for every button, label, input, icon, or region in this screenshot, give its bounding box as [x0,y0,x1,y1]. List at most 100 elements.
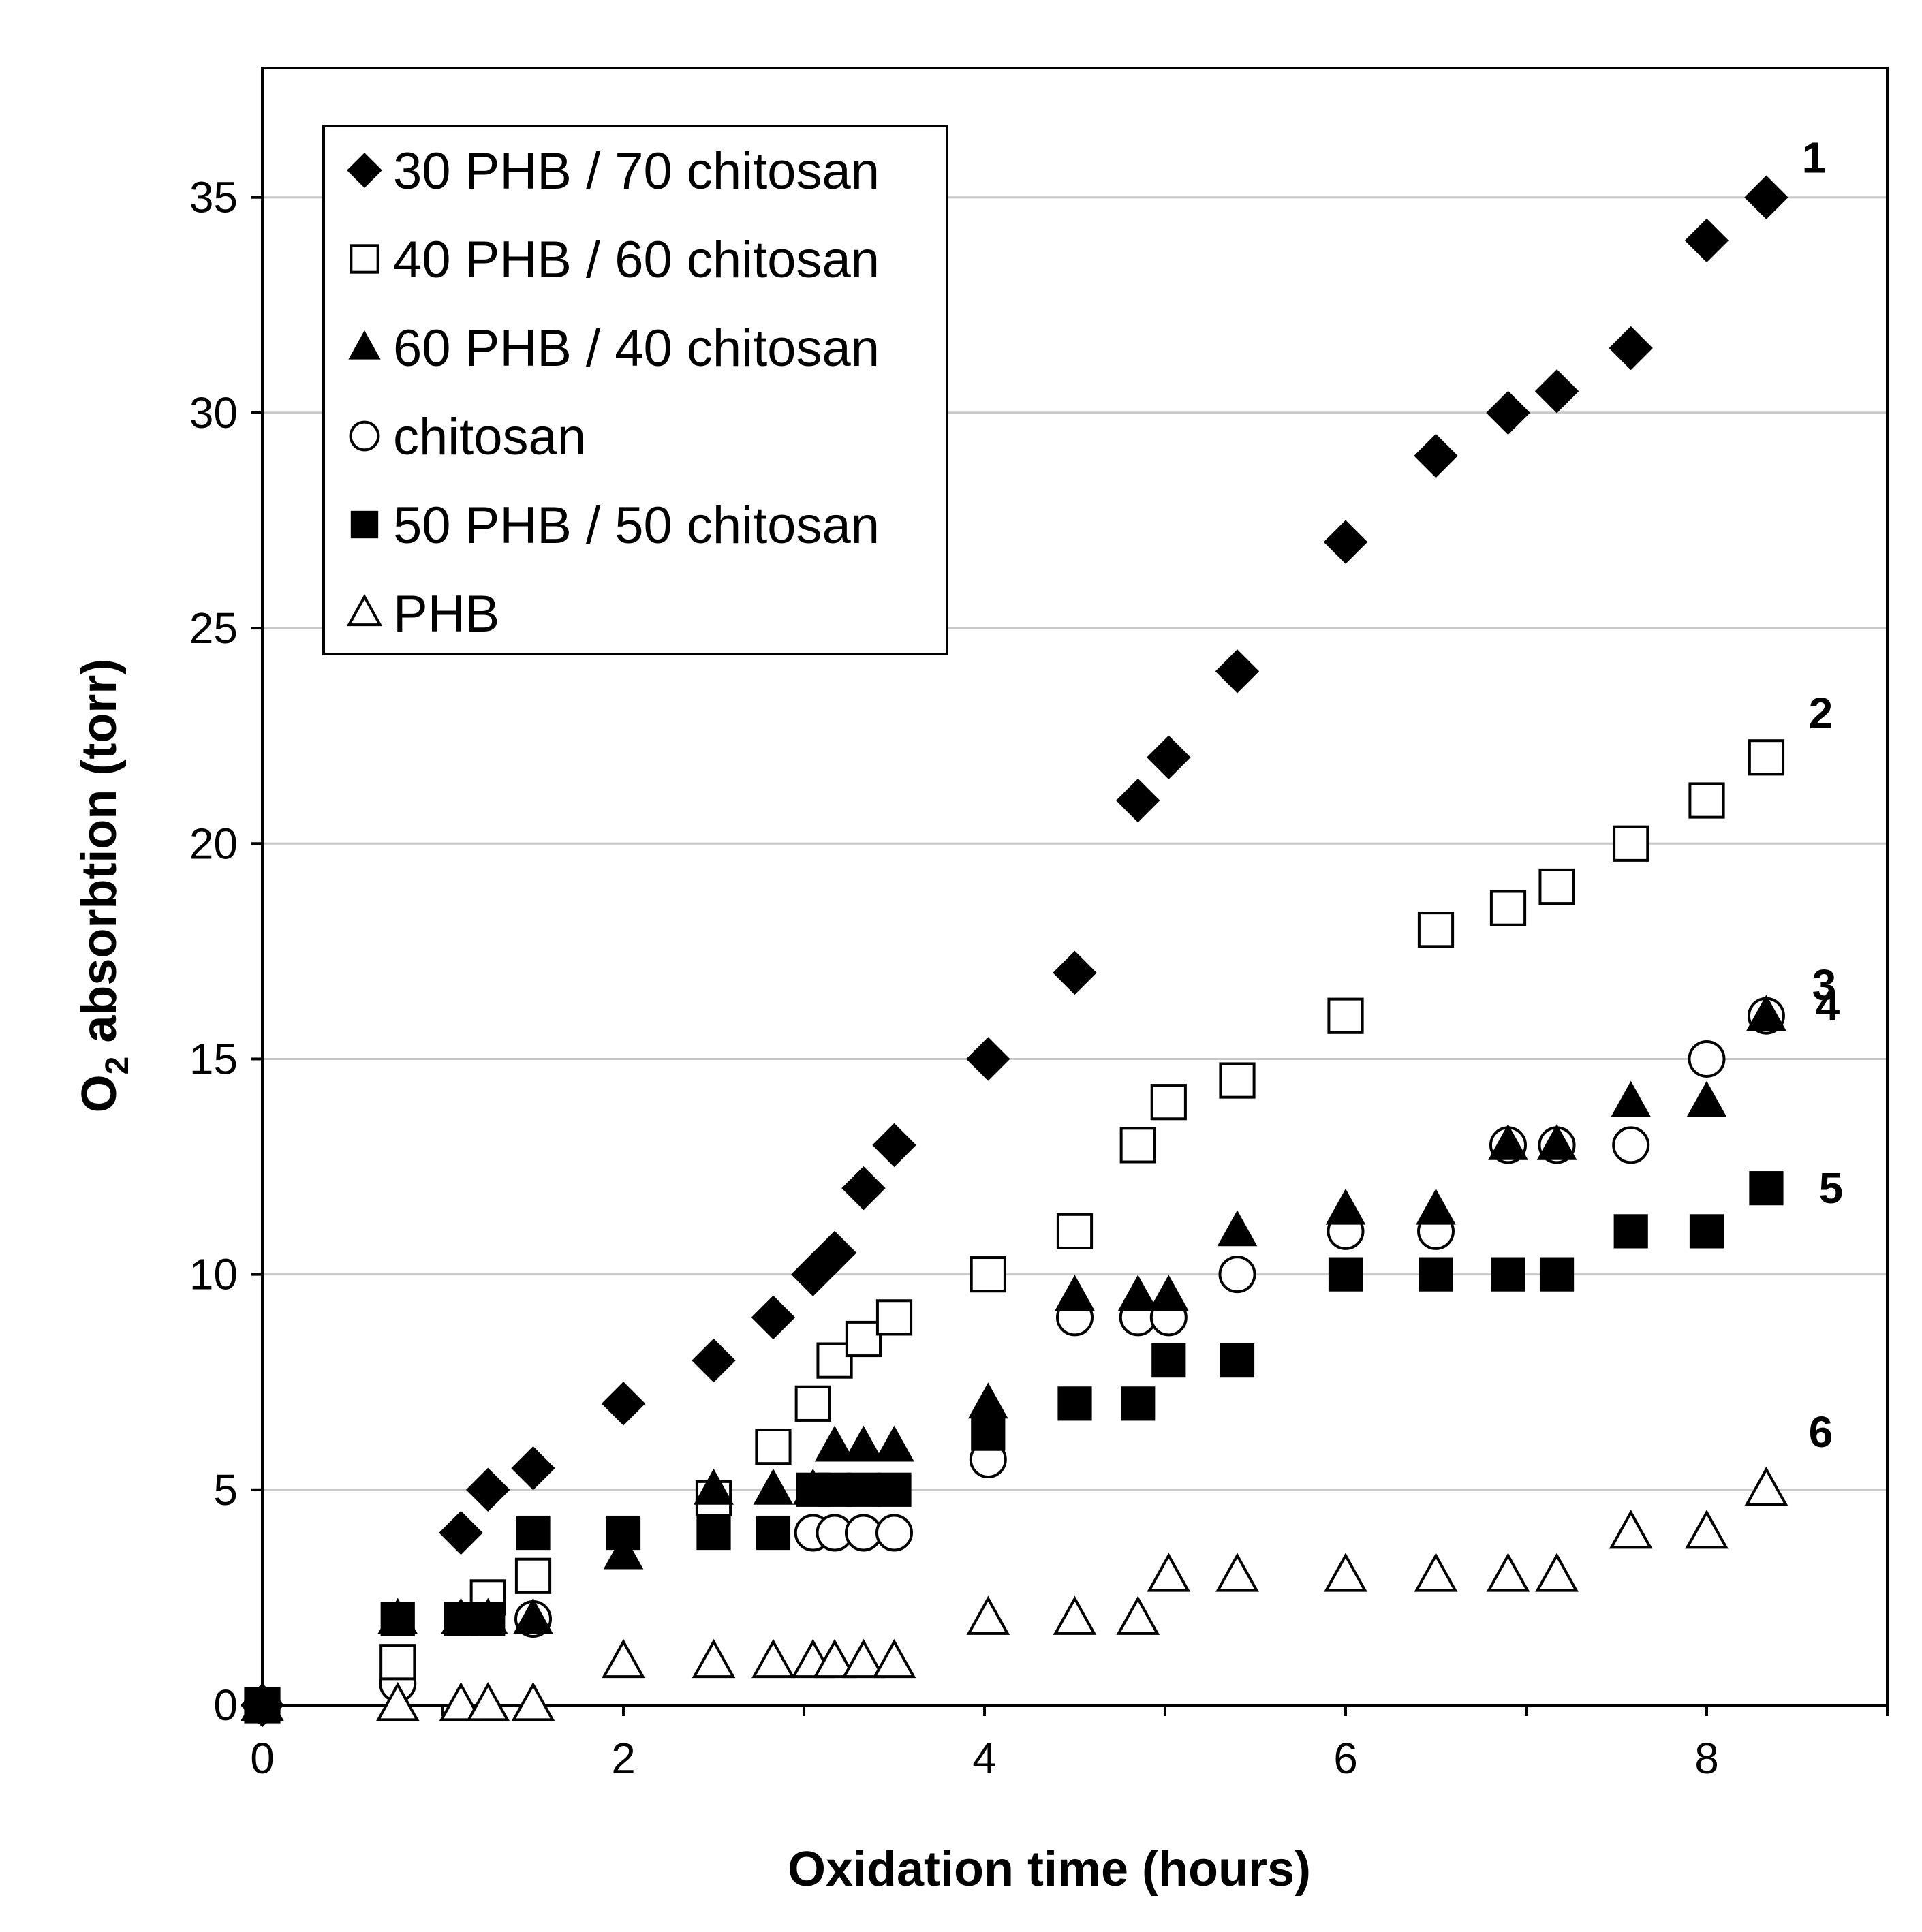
point-30-phb-70-chitosan [1215,649,1260,694]
point-phb [751,1638,795,1679]
point-phb [841,1638,886,1679]
point-60-phb-40-chitosan [1148,1275,1189,1311]
point-40-phb-60-chitosan [1417,912,1455,948]
legend-marker-phb [346,593,383,627]
point-60-phb-40-chitosan [1611,1080,1652,1117]
legend-label-chitosan: chitosan [393,408,586,466]
point-40-phb-60-chitosan [1748,739,1785,776]
point-60-phb-40-chitosan [753,1468,794,1505]
point-phb [1147,1553,1191,1592]
point-chitosan [1218,1256,1256,1294]
curve-label: 2 [1809,689,1833,738]
point-50-phb-50-chitosan [1749,1171,1784,1206]
y-tick-label: 20 [189,819,238,868]
y-axis-title-rest: absorbtion (torr) [72,659,127,1057]
legend-label-40-phb-60-chitosan: 40 PHB / 60 chitosan [393,231,880,289]
point-30-phb-70-chitosan [1534,369,1579,414]
point-40-phb-60-chitosan [1119,1127,1156,1164]
point-30-phb-70-chitosan [692,1338,736,1383]
point-40-phb-60-chitosan [970,1256,1006,1293]
point-40-phb-60-chitosan [1150,1084,1187,1121]
y-tick-label: 0 [213,1681,238,1730]
point-60-phb-40-chitosan [1117,1275,1158,1311]
point-40-phb-60-chitosan [1613,825,1649,862]
y-tick-label: 30 [189,388,238,437]
point-30-phb-70-chitosan [1053,950,1097,995]
point-50-phb-50-chitosan [817,1472,852,1507]
point-30-phb-70-chitosan [439,1510,483,1555]
curve-label: 6 [1809,1407,1833,1456]
point-30-phb-70-chitosan [601,1382,646,1426]
point-60-phb-40-chitosan [1686,1080,1727,1117]
legend-box [322,125,948,655]
point-phb [1116,1595,1160,1635]
point-60-phb-40-chitosan [694,1468,734,1505]
point-30-phb-70-chitosan [872,1123,916,1168]
point-40-phb-60-chitosan [794,1385,831,1422]
point-50-phb-50-chitosan [471,1602,506,1636]
point-60-phb-40-chitosan [874,1425,914,1462]
x-tick-label: 6 [1333,1734,1358,1783]
point-50-phb-50-chitosan [380,1602,415,1636]
point-50-phb-50-chitosan [696,1515,731,1551]
point-30-phb-70-chitosan [1486,390,1530,435]
x-axis-title: Oxidation time (hours) [788,1842,1311,1897]
point-30-phb-70-chitosan [812,1230,857,1275]
point-30-phb-70-chitosan [1323,520,1368,564]
y-tick-label: 10 [189,1250,238,1299]
point-phb [966,1595,1010,1635]
point-50-phb-50-chitosan [1121,1386,1156,1421]
legend-marker-60-phb-40-chitosan [348,330,381,360]
point-50-phb-50-chitosan [1419,1257,1453,1292]
point-30-phb-70-chitosan [1116,778,1160,823]
point-phb [511,1681,555,1721]
curve-labels: 1 2 34 5 6 [1802,134,1844,1456]
point-chitosan [1688,1040,1726,1078]
point-50-phb-50-chitosan [1689,1214,1724,1249]
point-40-phb-60-chitosan [875,1299,913,1336]
curve-label: 5 [1819,1164,1844,1213]
point-phb [602,1638,645,1679]
legend-label-50-phb-50-chitosan: 50 PHB / 50 chitosan [393,497,880,555]
point-phb [1535,1553,1579,1592]
point-50-phb-50-chitosan [1328,1257,1363,1292]
point-60-phb-40-chitosan [1416,1188,1456,1225]
point-40-phb-60-chitosan [1538,868,1575,905]
point-60-phb-40-chitosan [1536,1123,1577,1160]
point-30-phb-70-chitosan [841,1166,886,1211]
curve-label: 1 [1802,134,1827,183]
y-tick-label: 5 [213,1465,238,1514]
curve-label: 4 [1816,981,1840,1030]
point-50-phb-50-chitosan [877,1472,912,1507]
point-phb [1215,1553,1259,1592]
point-50-phb-50-chitosan [971,1416,1006,1451]
point-60-phb-40-chitosan [1746,995,1786,1031]
y-axis-title-main: O [72,1074,127,1112]
point-40-phb-60-chitosan [845,1320,882,1358]
point-60-phb-40-chitosan [1488,1123,1528,1160]
point-phb [439,1681,483,1721]
plot-frame [261,67,1889,1707]
point-phb [1324,1553,1367,1592]
point-phb [1053,1595,1097,1635]
legend-marker-30-phb-70-chitosan [347,153,382,188]
point-60-phb-40-chitosan [513,1598,553,1634]
point-50-phb-50-chitosan [606,1515,641,1551]
legend-label-phb: PHB [393,585,499,643]
point-30-phb-70-chitosan [1414,433,1458,478]
x-tick-label: 0 [250,1734,275,1783]
data-points [240,175,1788,1728]
point-30-phb-70-chitosan [1684,218,1729,263]
point-50-phb-50-chitosan [1151,1343,1186,1378]
point-60-phb-40-chitosan [1055,1275,1095,1311]
point-50-phb-50-chitosan [1491,1257,1525,1292]
point-phb [375,1681,420,1721]
point-phb [813,1638,856,1679]
x-tick-label: 4 [972,1734,997,1783]
point-50-phb-50-chitosan [1539,1257,1575,1292]
point-60-phb-40-chitosan [1325,1188,1366,1225]
point-phb [692,1638,736,1679]
point-30-phb-70-chitosan [511,1446,555,1491]
